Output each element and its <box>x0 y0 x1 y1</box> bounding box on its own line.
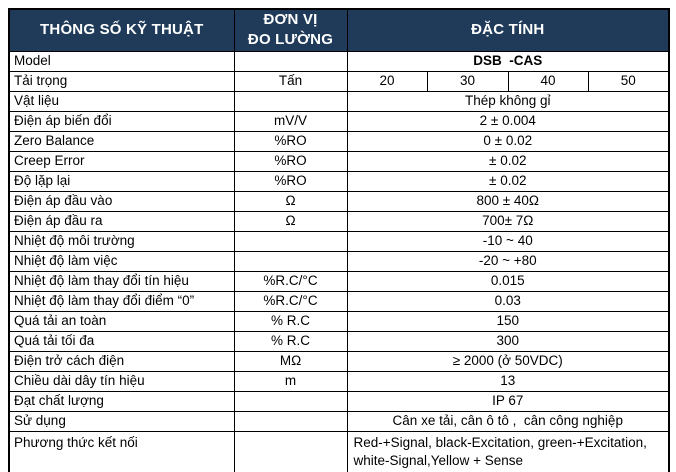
spec-value: ≥ 2000 (ở 50VDC) <box>346 350 670 372</box>
spec-label: Điện áp đầu vào <box>8 190 235 212</box>
spec-unit: %R.C/°C <box>233 290 348 312</box>
spec-label: Phương thức kết nối <box>8 430 235 472</box>
spec-unit: %RO <box>233 170 348 192</box>
spec-value: 700± 7Ω <box>346 210 670 232</box>
table-row-insulation-resistance: Điện trở cách điện MΩ ≥ 2000 (ở 50VDC) <box>8 350 670 372</box>
spec-value: 0.03 <box>346 290 670 312</box>
spec-value: Red-+Signal, black-Excitation, green-+Ex… <box>346 430 670 472</box>
table-row-input-resistance: Điện áp đầu vào Ω 800 ± 40Ω <box>8 190 670 212</box>
table-row-safe-overload: Quá tải an toàn % R.C 150 <box>8 310 670 332</box>
spec-unit: mV/V <box>233 110 348 132</box>
spec-label: Nhiệt độ làm thay đổi điểm “0” <box>8 290 235 312</box>
spec-label: Model <box>8 50 235 72</box>
spec-value: 13 <box>346 370 670 392</box>
spec-value: -10 ~ 40 <box>346 230 670 252</box>
spec-label: Nhiệt độ môi trường <box>8 230 235 252</box>
table-row-temp-effect-signal: Nhiệt độ làm thay đổi tín hiệu %R.C/°C 0… <box>8 270 670 292</box>
spec-label: Creep Error <box>8 150 235 172</box>
spec-unit: %RO <box>233 130 348 152</box>
table-row-rated-output: Điện áp biến đổi mV/V 2 ± 0.004 <box>8 110 670 132</box>
spec-unit: % R.C <box>233 310 348 332</box>
spec-unit: Ω <box>233 210 348 232</box>
header-row: THÔNG SỐ KỸ THUẬT ĐƠN VỊ ĐO LƯỜNG ĐẶC TÍ… <box>8 8 670 52</box>
spec-value: 2 ± 0.004 <box>346 110 670 132</box>
spec-label: Tải trọng <box>8 70 235 92</box>
spec-label: Nhiệt độ làm thay đổi tín hiệu <box>8 270 235 292</box>
spec-unit <box>233 50 348 72</box>
spec-unit: %R.C/°C <box>233 270 348 292</box>
capacity-value: 30 <box>426 70 509 92</box>
table-row-application: Sử dụng Cân xe tải, cân ô tô , cân công … <box>8 410 670 432</box>
capacity-value: 50 <box>587 70 670 92</box>
spec-unit: MΩ <box>233 350 348 372</box>
spec-value: IP 67 <box>346 390 670 412</box>
spec-value: ± 0.02 <box>346 150 670 172</box>
spec-unit: %RO <box>233 150 348 172</box>
spec-value: 0.015 <box>346 270 670 292</box>
col-header-specs: THÔNG SỐ KỸ THUẬT <box>8 8 235 52</box>
spec-unit <box>233 390 348 412</box>
table-row-creep-error: Creep Error %RO ± 0.02 <box>8 150 670 172</box>
spec-unit <box>233 230 348 252</box>
spec-label: Vật liệu <box>8 90 235 112</box>
spec-value: 300 <box>346 330 670 352</box>
table-row-repeatability: Độ lặp lại %RO ± 0.02 <box>8 170 670 192</box>
spec-label: Đạt chất lượng <box>8 390 235 412</box>
spec-unit: % R.C <box>233 330 348 352</box>
spec-unit <box>233 410 348 432</box>
spec-label: Quá tải tối đa <box>8 330 235 352</box>
table-row-output-resistance: Điện áp đầu ra Ω 700± 7Ω <box>8 210 670 232</box>
table-row-cable-length: Chiều dài dây tín hiệu m 13 <box>8 370 670 392</box>
spec-unit: Tấn <box>233 70 348 92</box>
capacity-value: 20 <box>346 70 428 92</box>
spec-label: Zero Balance <box>8 130 235 152</box>
spec-value: Thép không gỉ <box>346 90 670 112</box>
table-row-temp-effect-zero: Nhiệt độ làm thay đổi điểm “0” %R.C/°C 0… <box>8 290 670 312</box>
table-row-model: Model DSB -CAS <box>8 50 670 72</box>
spec-label: Điện áp đầu ra <box>8 210 235 232</box>
spec-unit <box>233 430 348 472</box>
spec-unit: Ω <box>233 190 348 212</box>
table-row-protection-rating: Đạt chất lượng IP 67 <box>8 390 670 412</box>
spec-value: Cân xe tải, cân ô tô , cân công nghiệp <box>346 410 670 432</box>
spec-value: 150 <box>346 310 670 332</box>
spec-value: 0 ± 0.02 <box>346 130 670 152</box>
spec-label: Điện áp biến đổi <box>8 110 235 132</box>
spec-value: -20 ~ +80 <box>346 250 670 272</box>
spec-label: Điện trở cách điện <box>8 350 235 372</box>
capacity-value: 40 <box>507 70 589 92</box>
table-row-material: Vật liệu Thép không gỉ <box>8 90 670 112</box>
col-header-characteristics: ĐẶC TÍNH <box>346 8 670 52</box>
spec-label: Quá tải an toàn <box>8 310 235 332</box>
col-header-unit: ĐƠN VỊ ĐO LƯỜNG <box>233 8 348 52</box>
spec-label: Chiều dài dây tín hiệu <box>8 370 235 392</box>
spec-value: ± 0.02 <box>346 170 670 192</box>
table-row-zero-balance: Zero Balance %RO 0 ± 0.02 <box>8 130 670 152</box>
spec-value: 800 ± 40Ω <box>346 190 670 212</box>
spec-unit: m <box>233 370 348 392</box>
spec-label: Nhiệt độ làm việc <box>8 250 235 272</box>
table-row-ambient-temp: Nhiệt độ môi trường -10 ~ 40 <box>8 230 670 252</box>
spec-table: THÔNG SỐ KỸ THUẬT ĐƠN VỊ ĐO LƯỜNG ĐẶC TÍ… <box>8 8 671 472</box>
spec-label: Sử dụng <box>8 410 235 432</box>
spec-unit <box>233 250 348 272</box>
spec-unit <box>233 90 348 112</box>
spec-value: DSB -CAS <box>346 50 670 72</box>
table-row-operating-temp: Nhiệt độ làm việc -20 ~ +80 <box>8 250 670 272</box>
table-row-wiring: Phương thức kết nối Red-+Signal, black-E… <box>8 430 670 472</box>
spec-label: Độ lặp lại <box>8 170 235 192</box>
table-row-capacity: Tải trọng Tấn 20 30 40 50 <box>8 70 670 92</box>
table-row-ultimate-overload: Quá tải tối đa % R.C 300 <box>8 330 670 352</box>
